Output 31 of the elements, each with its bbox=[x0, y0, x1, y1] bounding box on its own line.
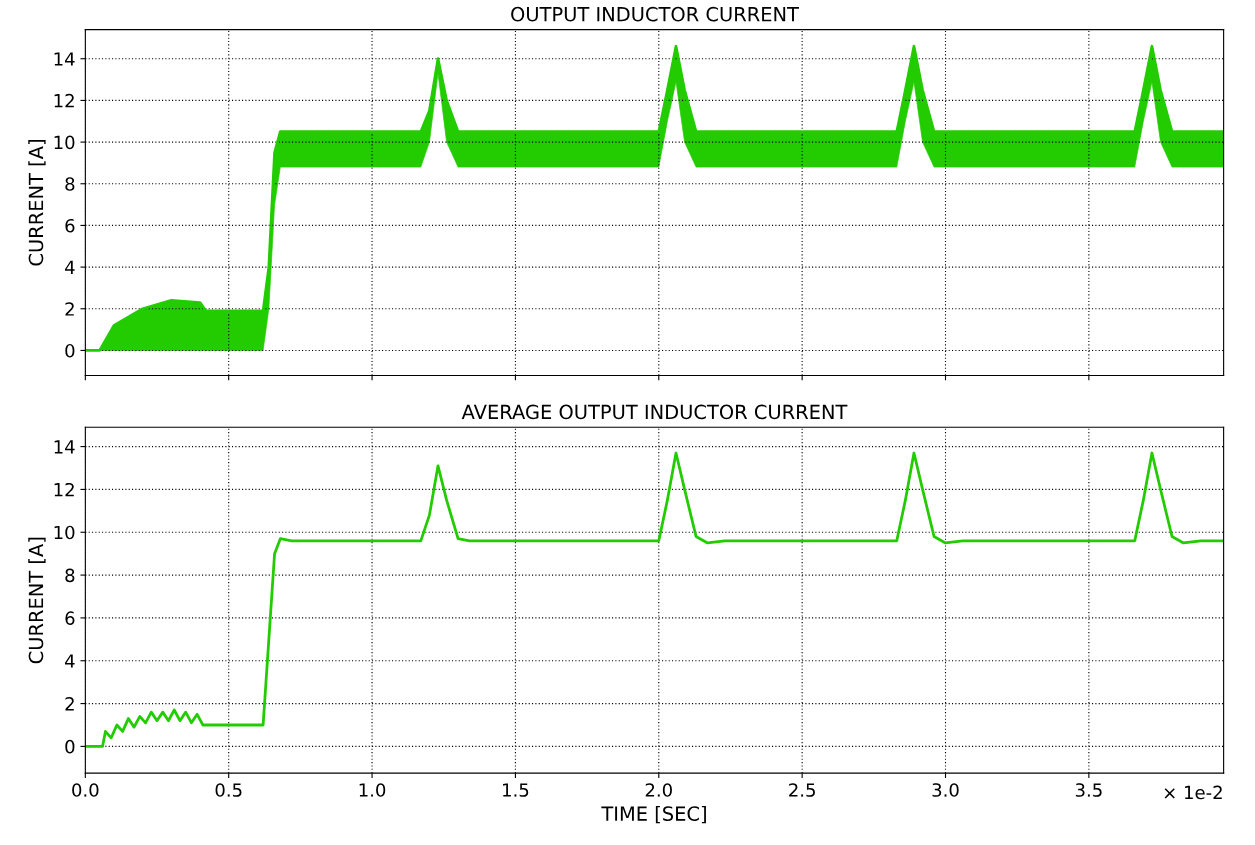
y-tick-label: 8 bbox=[65, 568, 75, 583]
y-tick-label: 14 bbox=[54, 52, 75, 66]
x-tick-label: 1.0 bbox=[359, 783, 386, 797]
y-tick-label: 10 bbox=[54, 135, 75, 150]
y-tick-label: 2 bbox=[65, 302, 74, 316]
x-tick-label: 1.5 bbox=[503, 783, 529, 797]
y-tick-label: 6 bbox=[65, 218, 75, 233]
x-tick-label: 3.5 bbox=[1075, 783, 1102, 797]
y-tick-label: 0 bbox=[65, 343, 75, 358]
y-axis-title: CURRENT [A] bbox=[28, 140, 46, 266]
y-tick-label: 2 bbox=[65, 697, 74, 711]
x-tick-label: 2.0 bbox=[645, 783, 672, 797]
line-series bbox=[85, 451, 1224, 748]
x-tick-label: 0.5 bbox=[215, 783, 242, 797]
y-tick-label: 0 bbox=[65, 739, 75, 754]
y-tick-label: 4 bbox=[65, 654, 75, 668]
y-tick-label: 4 bbox=[65, 260, 75, 274]
x-tick-label: 0.0 bbox=[72, 783, 99, 797]
y-tick-label: 12 bbox=[54, 482, 74, 497]
chart-title: OUTPUT INDUCTOR CURRENT bbox=[511, 6, 799, 22]
y-axis-title: CURRENT [A] bbox=[28, 537, 46, 664]
y-tick-label: 8 bbox=[65, 177, 75, 191]
y-tick-label: 12 bbox=[54, 93, 74, 108]
chart-title: AVERAGE OUTPUT INDUCTOR CURRENT bbox=[461, 404, 848, 420]
y-tick-label: 10 bbox=[54, 525, 75, 540]
y-tick-label: 6 bbox=[65, 611, 75, 626]
x-tick-label: 3.0 bbox=[932, 783, 959, 797]
x-tick-label: 2.5 bbox=[789, 783, 815, 797]
y-tick-label: 14 bbox=[54, 440, 75, 454]
text: × 1e-2 bbox=[1164, 785, 1222, 800]
x-axis-title: TIME [SEC] bbox=[601, 805, 706, 824]
